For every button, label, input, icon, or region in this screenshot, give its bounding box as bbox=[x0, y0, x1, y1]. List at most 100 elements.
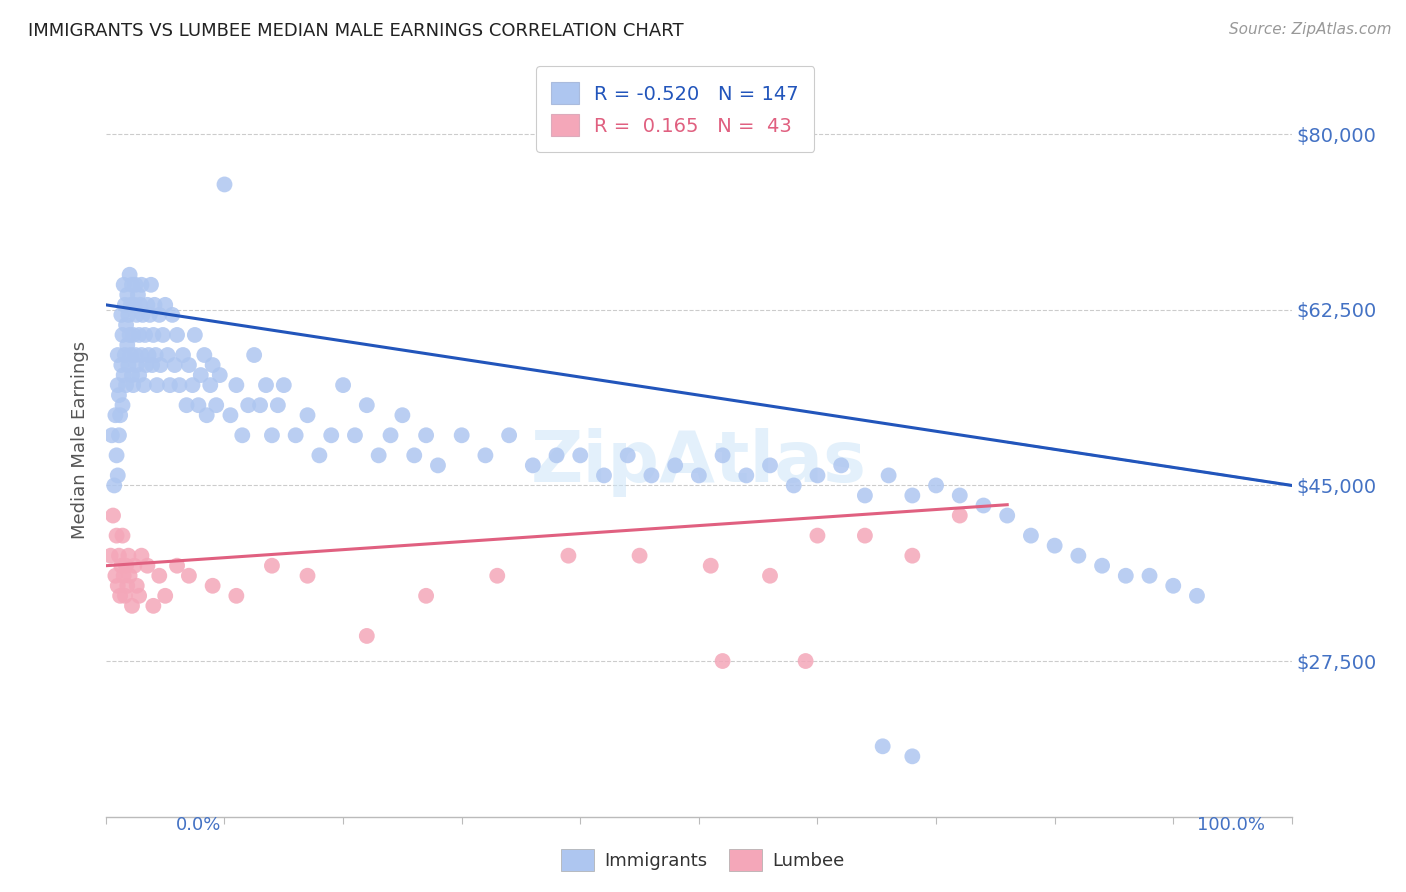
Point bbox=[166, 558, 188, 573]
Point bbox=[124, 558, 146, 573]
Point bbox=[121, 599, 143, 613]
Text: IMMIGRANTS VS LUMBEE MEDIAN MALE EARNINGS CORRELATION CHART: IMMIGRANTS VS LUMBEE MEDIAN MALE EARNING… bbox=[28, 22, 683, 40]
Point bbox=[110, 558, 132, 573]
Point bbox=[142, 599, 165, 613]
Point bbox=[699, 558, 721, 573]
Point bbox=[100, 549, 122, 563]
Point bbox=[121, 277, 143, 292]
Point bbox=[735, 468, 758, 483]
Point bbox=[142, 328, 165, 343]
Point bbox=[172, 348, 194, 362]
Text: ZipAtlas: ZipAtlas bbox=[531, 428, 868, 498]
Y-axis label: Median Male Earnings: Median Male Earnings bbox=[72, 342, 89, 540]
Point bbox=[110, 308, 132, 322]
Point bbox=[297, 568, 319, 582]
Point bbox=[114, 589, 136, 603]
Point bbox=[474, 448, 496, 462]
Point bbox=[426, 458, 449, 473]
Point bbox=[321, 428, 343, 442]
Point bbox=[877, 468, 900, 483]
Point bbox=[391, 408, 413, 422]
Point bbox=[111, 328, 134, 343]
Point bbox=[103, 478, 125, 492]
Point bbox=[711, 448, 734, 462]
Text: Source: ZipAtlas.com: Source: ZipAtlas.com bbox=[1229, 22, 1392, 37]
Point bbox=[114, 298, 136, 312]
Point bbox=[136, 298, 159, 312]
Point bbox=[112, 368, 135, 382]
Point bbox=[267, 398, 290, 412]
Point bbox=[546, 448, 568, 462]
Point bbox=[153, 589, 176, 603]
Point bbox=[949, 508, 972, 523]
Point bbox=[308, 448, 330, 462]
Point bbox=[128, 368, 150, 382]
Point bbox=[1161, 579, 1184, 593]
Point bbox=[117, 288, 139, 302]
Point bbox=[284, 428, 307, 442]
Point bbox=[249, 398, 271, 412]
Point bbox=[219, 408, 242, 422]
Point bbox=[415, 428, 437, 442]
Point bbox=[139, 308, 162, 322]
Point bbox=[759, 458, 782, 473]
Point bbox=[105, 528, 128, 542]
Point bbox=[367, 448, 389, 462]
Point bbox=[115, 318, 138, 332]
Point bbox=[117, 579, 139, 593]
Point bbox=[356, 629, 378, 643]
Point bbox=[104, 568, 127, 582]
Point bbox=[273, 378, 295, 392]
Point bbox=[108, 549, 131, 563]
Point bbox=[794, 654, 817, 668]
Point bbox=[131, 549, 153, 563]
Point bbox=[260, 428, 283, 442]
Point bbox=[139, 277, 162, 292]
Point bbox=[522, 458, 544, 473]
Point bbox=[231, 428, 253, 442]
Point bbox=[112, 568, 135, 582]
Point bbox=[121, 368, 143, 382]
Point bbox=[111, 398, 134, 412]
Point bbox=[124, 298, 146, 312]
Point bbox=[201, 579, 224, 593]
Point bbox=[688, 468, 710, 483]
Point bbox=[131, 308, 153, 322]
Point bbox=[830, 458, 852, 473]
Point bbox=[177, 358, 200, 372]
Point bbox=[138, 348, 160, 362]
Point bbox=[806, 468, 828, 483]
Point bbox=[153, 298, 176, 312]
Point bbox=[783, 478, 806, 492]
Point bbox=[134, 328, 156, 343]
Point bbox=[169, 378, 191, 392]
Point bbox=[146, 378, 169, 392]
Point bbox=[129, 298, 152, 312]
Point bbox=[872, 739, 894, 754]
Point bbox=[243, 348, 266, 362]
Point bbox=[136, 558, 159, 573]
Point bbox=[972, 499, 994, 513]
Point bbox=[115, 378, 138, 392]
Point bbox=[118, 268, 141, 282]
Point bbox=[498, 428, 520, 442]
Point bbox=[156, 348, 179, 362]
Point bbox=[380, 428, 402, 442]
Point bbox=[122, 328, 145, 343]
Point bbox=[120, 298, 142, 312]
Point bbox=[664, 458, 686, 473]
Point bbox=[332, 378, 354, 392]
Point bbox=[486, 568, 509, 582]
Point bbox=[995, 508, 1018, 523]
Point bbox=[225, 378, 247, 392]
Point bbox=[297, 408, 319, 422]
Point bbox=[127, 288, 149, 302]
Point bbox=[225, 589, 247, 603]
Point bbox=[145, 348, 167, 362]
Point bbox=[177, 568, 200, 582]
Point bbox=[628, 549, 651, 563]
Point bbox=[200, 378, 222, 392]
Point bbox=[1067, 549, 1090, 563]
Point bbox=[557, 549, 579, 563]
Point bbox=[166, 328, 188, 343]
